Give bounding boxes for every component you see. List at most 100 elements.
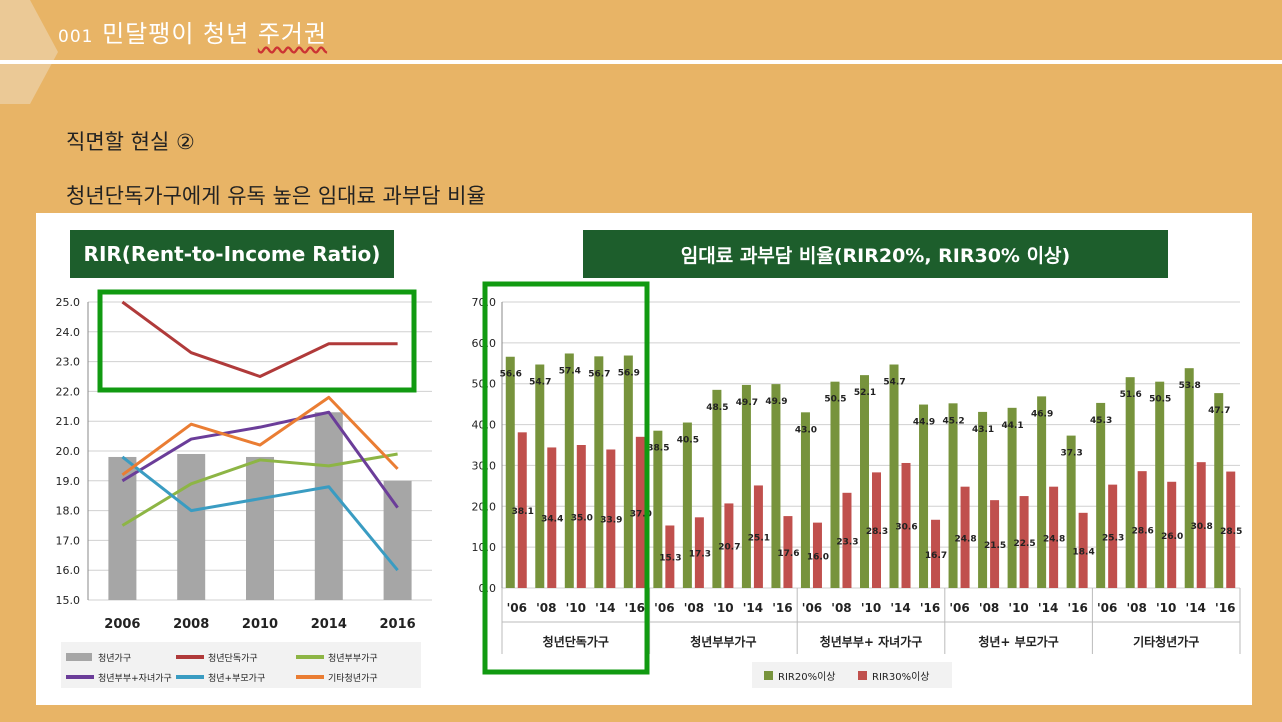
bar-rir30 xyxy=(960,486,970,588)
bar-rir20 xyxy=(594,356,604,588)
series-line xyxy=(121,452,398,527)
bar xyxy=(314,412,343,600)
x-tick-label: '14 xyxy=(743,601,763,615)
data-label: 47.7 xyxy=(1208,406,1230,416)
data-label: 37.3 xyxy=(1061,449,1083,459)
legend-label: 청년부부+자녀가구 xyxy=(98,673,172,684)
legend-label: 청년+부모가구 xyxy=(208,673,265,684)
x-tick-label: '08 xyxy=(979,601,999,615)
data-label: 44.1 xyxy=(1001,421,1023,431)
x-tick-label: '16 xyxy=(772,601,792,615)
bar-rir30 xyxy=(576,445,586,588)
bar-rir20 xyxy=(860,375,869,588)
data-label: 30.8 xyxy=(1191,522,1213,532)
x-tick-label: '14 xyxy=(1038,601,1058,615)
bar-rir20 xyxy=(564,353,574,588)
x-tick-label: '14 xyxy=(1186,601,1206,615)
bar-rir20 xyxy=(1184,368,1194,588)
bar-rir30 xyxy=(901,462,911,588)
x-tick-label: '10 xyxy=(713,601,733,615)
bar-rir20 xyxy=(830,381,840,588)
x-tick-label: '06 xyxy=(949,601,969,615)
bar-rir30 xyxy=(517,432,527,588)
x-tick-label: '06 xyxy=(654,601,674,615)
y-tick-label: 15.0 xyxy=(56,594,81,607)
bar-rir20 xyxy=(535,364,545,588)
bar-rir30 xyxy=(724,503,734,588)
data-label: 17.6 xyxy=(777,549,799,559)
right-chart: 0.010.020.030.040.050.060.070.056.638.1'… xyxy=(472,281,1242,688)
data-label: 38.1 xyxy=(512,507,534,517)
x-tick-label: '16 xyxy=(1215,601,1235,615)
data-label: 56.9 xyxy=(618,369,640,379)
bar-rir20 xyxy=(741,384,751,588)
highlight-box xyxy=(97,289,417,393)
bar-rir20 xyxy=(1214,393,1224,588)
data-label: 49.9 xyxy=(765,397,787,407)
data-label: 23.3 xyxy=(836,537,858,547)
y-tick-label: 20.0 xyxy=(56,445,81,458)
data-label: 51.6 xyxy=(1120,390,1142,400)
bar-rir30 xyxy=(931,519,941,588)
x-tick-label: 2006 xyxy=(104,617,140,632)
x-tick-label: '16 xyxy=(920,601,940,615)
x-tick-label: '08 xyxy=(536,601,556,615)
legend-label: 기타청년가구 xyxy=(328,673,378,684)
legend-label: 청년부부가구 xyxy=(328,653,378,664)
bar-rir20 xyxy=(1125,377,1135,588)
y-tick-label: 23.0 xyxy=(56,356,81,369)
data-label: 22.5 xyxy=(1013,539,1035,549)
bar-rir20 xyxy=(800,412,810,588)
bar-rir20 xyxy=(623,355,633,588)
x-tick-label: '06 xyxy=(507,601,527,615)
y-tick-label: 17.0 xyxy=(56,534,81,547)
data-label: 28.6 xyxy=(1132,527,1154,537)
bar-rir20 xyxy=(771,384,781,588)
data-label: 53.8 xyxy=(1179,381,1201,391)
legend-label: 청년단독가구 xyxy=(208,653,258,664)
bar-rir20 xyxy=(1037,396,1047,588)
y-tick-label: 25.0 xyxy=(56,296,81,309)
data-label: 17.3 xyxy=(689,550,711,560)
bar-rir30 xyxy=(753,485,763,588)
bar-rir30 xyxy=(1078,512,1088,588)
data-label: 30.6 xyxy=(895,522,917,532)
legend-label: RIR20%이상 xyxy=(778,671,835,683)
bar-rir30 xyxy=(1137,471,1147,588)
x-tick-label: '14 xyxy=(890,601,910,615)
x-tick-label: 2016 xyxy=(380,617,416,632)
bar-rir20 xyxy=(712,389,722,588)
bar-rir20 xyxy=(505,356,515,588)
x-tick-label: '10 xyxy=(861,601,881,615)
data-label: 49.7 xyxy=(736,398,758,408)
series-line xyxy=(121,410,399,509)
data-label: 48.5 xyxy=(706,403,728,413)
legend-label: 청년가구 xyxy=(98,653,131,664)
bar-rir30 xyxy=(990,500,1000,588)
y-tick-label: 16.0 xyxy=(56,564,81,577)
x-tick-label: '08 xyxy=(1126,601,1146,615)
data-label: 16.0 xyxy=(807,552,829,562)
data-label: 43.0 xyxy=(795,425,817,435)
x-tick-label: '14 xyxy=(595,601,615,615)
y-tick-label: 19.0 xyxy=(56,475,81,488)
data-label: 25.3 xyxy=(1102,533,1124,543)
title-prefix: 001 xyxy=(58,27,94,47)
data-label: 20.7 xyxy=(718,543,740,553)
data-label: 50.5 xyxy=(1149,395,1171,405)
group-label: 청년부부가구 xyxy=(690,634,756,649)
data-label: 54.7 xyxy=(883,378,905,388)
data-label: 52.1 xyxy=(854,388,876,398)
bar-rir30 xyxy=(1167,481,1177,588)
x-tick-label: 2010 xyxy=(242,617,278,632)
bar-rir30 xyxy=(842,492,852,588)
data-label: 28.5 xyxy=(1220,527,1242,537)
bar-rir20 xyxy=(978,411,988,588)
data-label: 54.7 xyxy=(529,378,551,388)
data-label: 45.2 xyxy=(942,416,964,426)
bar-rir30 xyxy=(694,517,704,588)
x-tick-label: '06 xyxy=(1097,601,1117,615)
data-label: 24.8 xyxy=(954,534,976,544)
bar-rir20 xyxy=(889,364,899,588)
bar-rir30 xyxy=(606,449,616,588)
